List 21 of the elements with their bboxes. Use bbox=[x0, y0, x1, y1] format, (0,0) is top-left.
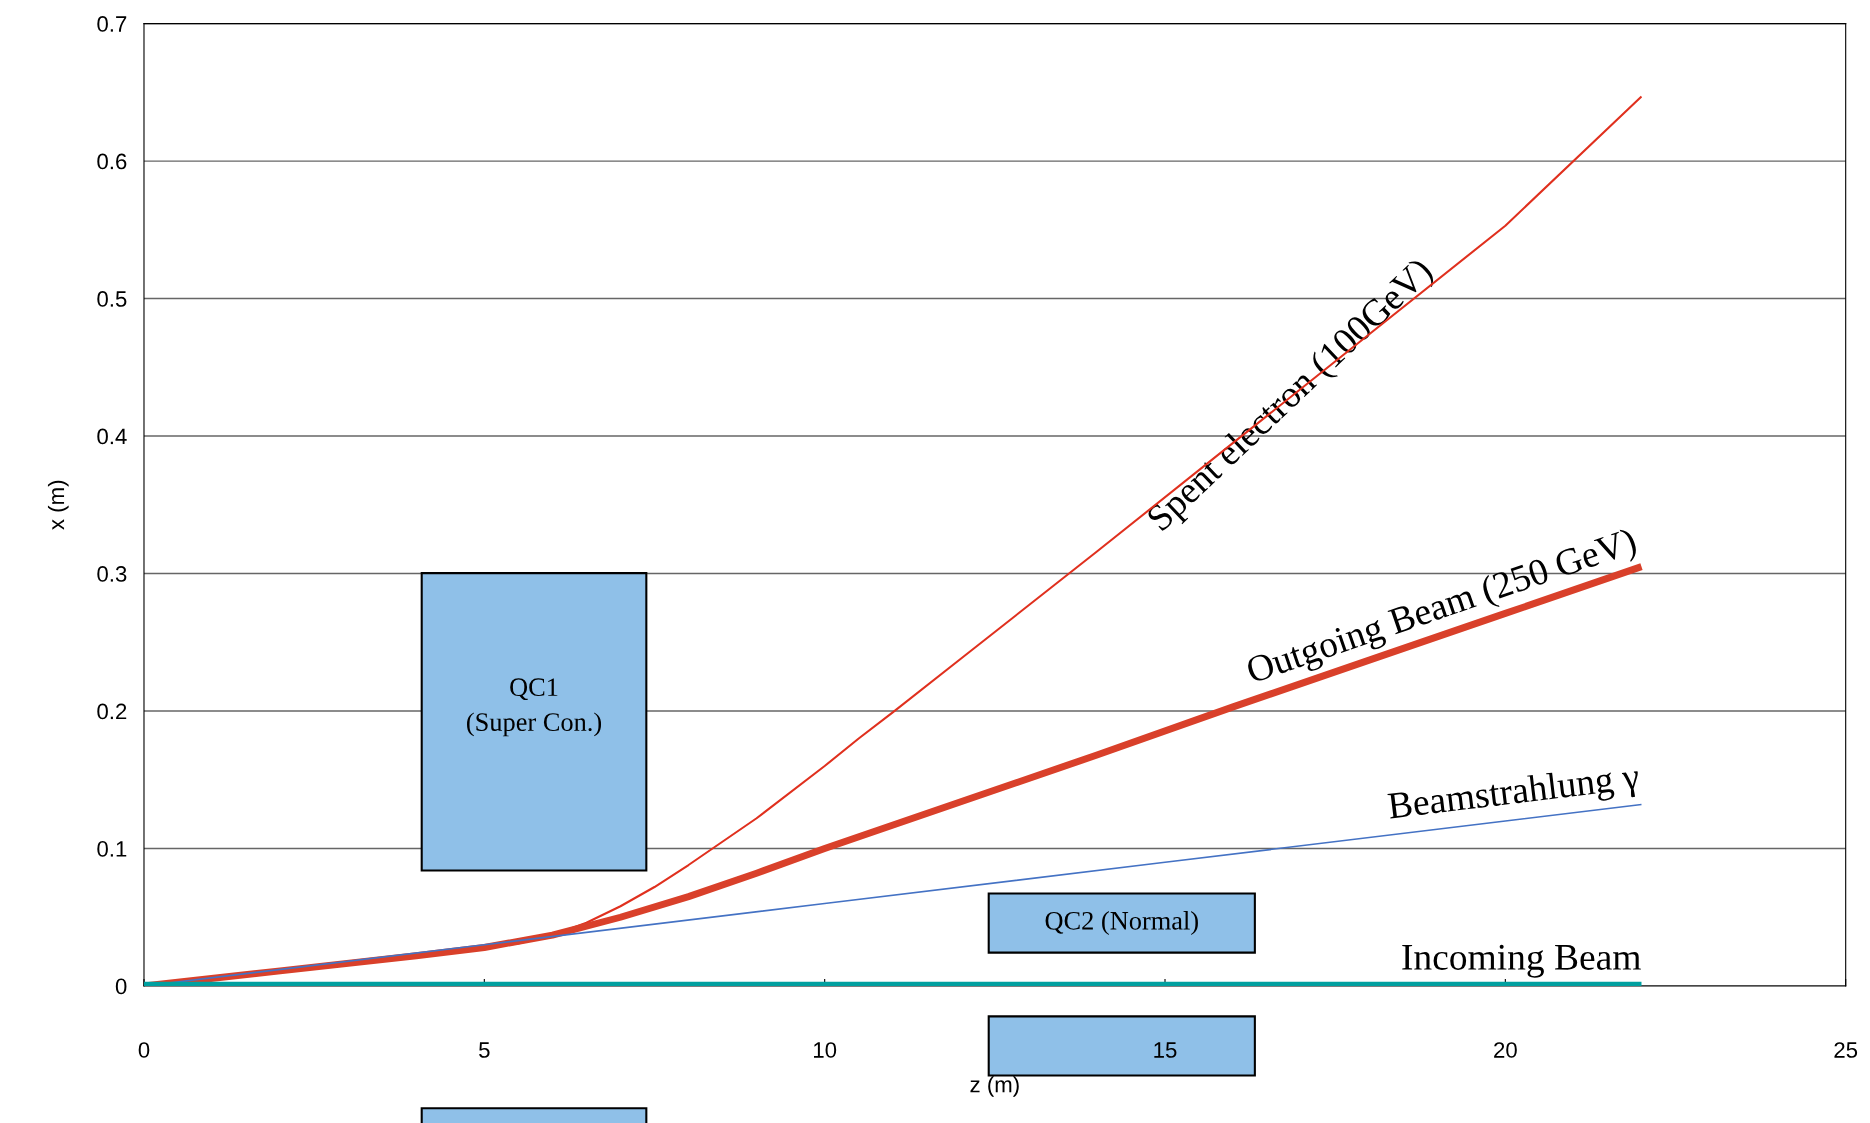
y-tick-label: 0.7 bbox=[97, 16, 127, 32]
y-tick-label: 0 bbox=[115, 978, 127, 995]
x-axis-title: z (m) bbox=[970, 1076, 1019, 1097]
x-tick-label: 0 bbox=[138, 1042, 150, 1058]
x-tick-label: 15 bbox=[1154, 1042, 1177, 1058]
annotation: QC2 (Normal) bbox=[1045, 911, 1198, 936]
x-tick-label: 10 bbox=[814, 1042, 837, 1058]
series-label: Incoming Beam bbox=[1402, 944, 1641, 978]
text: Beamstrahlung γ bbox=[1387, 762, 1641, 827]
x-tick-label: 25 bbox=[1834, 1042, 1858, 1058]
y-tick-label: 0.5 bbox=[97, 291, 127, 307]
x-tick-label: 20 bbox=[1494, 1042, 1517, 1058]
y-axis-title: x (m) bbox=[47, 480, 69, 530]
y-tick-label: 0.1 bbox=[97, 841, 127, 857]
y-tick-label: 0.3 bbox=[97, 566, 127, 582]
y-tick-label: 0.4 bbox=[97, 428, 127, 445]
annotation: QC1 (Super Con.) bbox=[467, 678, 602, 737]
y-tick-label: 0.6 bbox=[97, 153, 127, 170]
y-tick-label: 0.2 bbox=[97, 703, 127, 720]
x-tick-label: 5 bbox=[479, 1042, 490, 1058]
text: Outgoing Beam (250 GeV) bbox=[1244, 526, 1640, 691]
